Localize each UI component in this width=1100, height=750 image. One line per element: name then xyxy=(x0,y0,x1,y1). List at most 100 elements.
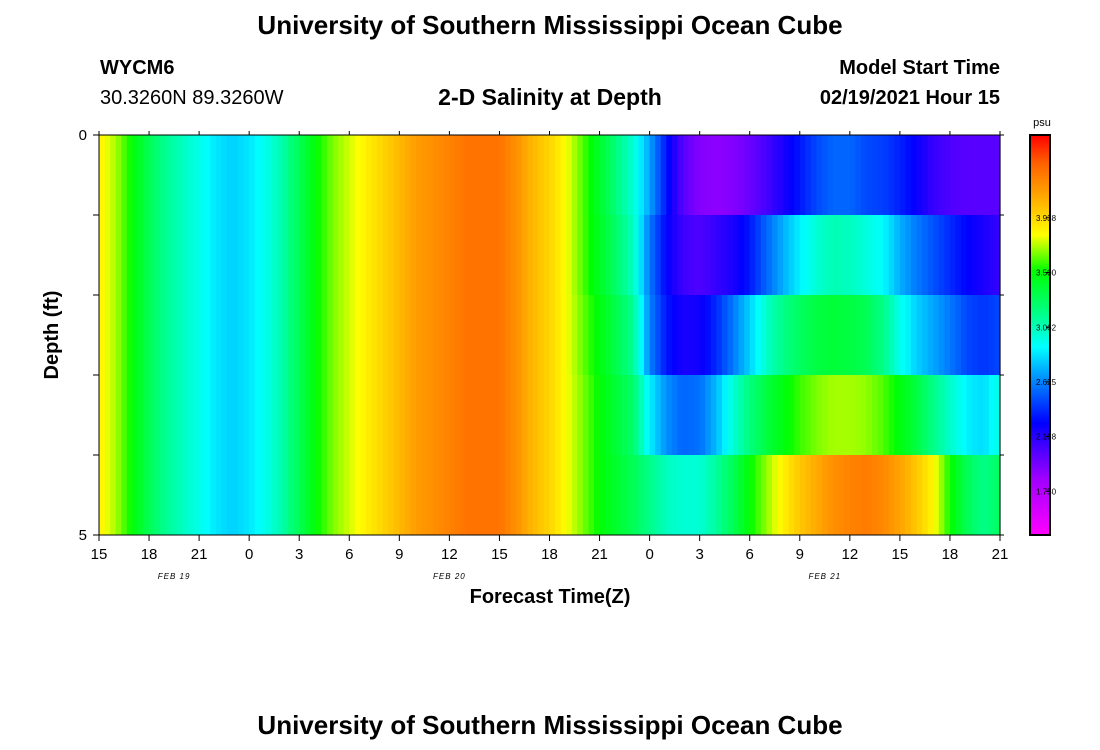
heatmap-cell xyxy=(555,455,562,536)
heatmap-cell xyxy=(288,375,295,456)
heatmap-cell xyxy=(399,455,406,536)
heatmap-cell xyxy=(482,455,489,536)
heatmap-cell xyxy=(443,375,450,456)
heatmap-cell xyxy=(783,455,790,536)
heatmap-cell xyxy=(432,375,439,456)
heatmap-cell xyxy=(883,135,890,216)
heatmap-cell xyxy=(165,135,172,216)
heatmap-cell xyxy=(682,455,690,536)
heatmap-cell xyxy=(304,135,311,216)
heatmap-cell xyxy=(988,215,996,296)
heatmap-cell xyxy=(944,295,951,376)
heatmap-cell xyxy=(471,135,478,216)
x-tick-label: 21 xyxy=(191,546,208,563)
heatmap-cell xyxy=(271,295,278,376)
heatmap-cell xyxy=(516,215,523,296)
heatmap-cell xyxy=(849,375,856,456)
heatmap-cell xyxy=(905,215,912,296)
heatmap-cell xyxy=(210,215,217,296)
heatmap-cell xyxy=(922,375,929,456)
heatmap-cell xyxy=(816,375,823,456)
heatmap-cell xyxy=(721,375,729,456)
heatmap-cell xyxy=(438,215,445,296)
heatmap-cell xyxy=(143,215,150,296)
heatmap-cell xyxy=(916,375,923,456)
heatmap-cell xyxy=(833,295,840,376)
heatmap-cell xyxy=(777,455,784,536)
heatmap-cell xyxy=(716,455,723,536)
heatmap-cell xyxy=(822,215,829,296)
heatmap-cell xyxy=(126,295,133,376)
heatmap-cell xyxy=(499,375,506,456)
heatmap-cell xyxy=(149,295,156,376)
heatmap-cell xyxy=(738,375,745,456)
heatmap-cell xyxy=(560,295,567,376)
heatmap-cell xyxy=(193,455,200,536)
heatmap-cell xyxy=(571,295,578,376)
heatmap-cell xyxy=(421,295,428,376)
colorbar-tick-label: 3.500 xyxy=(1036,269,1057,278)
heatmap-cell xyxy=(966,295,973,376)
heatmap-cell xyxy=(132,295,139,376)
heatmap-cell xyxy=(149,215,156,296)
heatmap-cell xyxy=(449,455,456,536)
heatmap-cell xyxy=(961,215,968,296)
heatmap-cell xyxy=(655,215,662,296)
heatmap-cell xyxy=(427,135,434,216)
heatmap-cell xyxy=(538,375,545,456)
heatmap-cell xyxy=(265,375,273,456)
heatmap-cell xyxy=(632,375,640,456)
heatmap-cell xyxy=(204,135,211,216)
heatmap-cell xyxy=(799,295,806,376)
heatmap-cell xyxy=(860,135,868,216)
heatmap-cell xyxy=(404,135,412,216)
heatmap-cell xyxy=(949,375,957,456)
heatmap-cell xyxy=(388,375,395,456)
heatmap-cell xyxy=(822,375,829,456)
heatmap-cell xyxy=(454,375,462,456)
heatmap-cell xyxy=(688,455,695,536)
heatmap-cell xyxy=(682,375,690,456)
heatmap-cell xyxy=(182,295,189,376)
heatmap-cell xyxy=(505,295,512,376)
heatmap-cell xyxy=(983,375,990,456)
heatmap-cell xyxy=(510,375,517,456)
heatmap-cell xyxy=(99,295,106,376)
heatmap-cell xyxy=(221,455,228,536)
heatmap-cell xyxy=(160,295,167,376)
heatmap-cell xyxy=(449,215,456,296)
x-tick-label: 6 xyxy=(345,546,353,563)
heatmap-cell xyxy=(927,375,934,456)
heatmap-cell xyxy=(605,215,612,296)
heatmap-cell xyxy=(243,135,250,216)
heatmap-cell xyxy=(888,215,895,296)
heatmap-cell xyxy=(382,455,389,536)
heatmap-cell xyxy=(282,215,289,296)
heatmap-cell xyxy=(688,215,695,296)
heatmap-cell xyxy=(749,135,756,216)
colorbar-tick-label: 3.062 xyxy=(1036,323,1057,332)
heatmap-cell xyxy=(771,375,779,456)
heatmap-cell xyxy=(171,375,178,456)
heatmap-cell xyxy=(499,295,506,376)
heatmap-cell xyxy=(660,135,667,216)
heatmap-cell xyxy=(471,295,478,376)
colorbar-tick-label: 1.750 xyxy=(1036,487,1057,496)
heatmap-cell xyxy=(249,455,256,536)
heatmap-cell xyxy=(304,375,311,456)
heatmap-cell xyxy=(532,455,539,536)
heatmap-cell xyxy=(805,455,812,536)
heatmap-cell xyxy=(187,375,195,456)
heatmap-cell xyxy=(137,215,145,296)
heatmap-cell xyxy=(855,455,862,536)
heatmap-cell xyxy=(393,295,400,376)
heatmap-cell xyxy=(805,295,812,376)
heatmap-cell xyxy=(499,135,506,216)
heatmap-cell xyxy=(688,135,695,216)
heatmap-cell xyxy=(304,295,311,376)
heatmap-cell xyxy=(860,375,868,456)
heatmap-cell xyxy=(849,455,856,536)
heatmap-cell xyxy=(727,375,734,456)
heatmap-cell xyxy=(332,375,339,456)
heatmap-cell xyxy=(688,375,695,456)
